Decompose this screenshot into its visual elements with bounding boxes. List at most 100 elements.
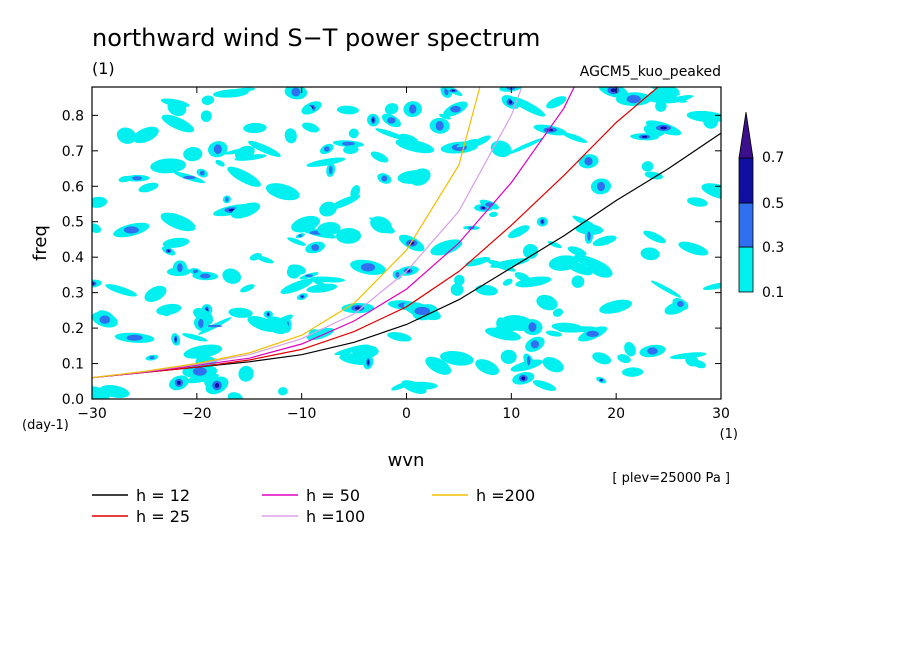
contour-patch — [348, 128, 359, 139]
x-tick-label: −10 — [287, 406, 317, 422]
series-line-4 — [92, 87, 481, 379]
x-tick-label: −30 — [77, 406, 107, 422]
contour-patch — [387, 117, 396, 124]
contour-patch — [370, 151, 389, 163]
contour-patch — [381, 175, 388, 182]
colorbar-arrow — [738, 111, 754, 159]
contour-patch — [622, 367, 644, 377]
contour-patch — [177, 263, 183, 273]
contour-patch — [177, 380, 181, 385]
contour-patch — [384, 103, 399, 115]
contour-patch — [201, 95, 215, 105]
legend-label-3: h =100 — [306, 507, 365, 526]
contour-patch — [527, 356, 531, 366]
contour-patch — [541, 220, 544, 224]
contour-patch — [328, 165, 333, 175]
contour-patch — [243, 122, 267, 134]
colorbar-box — [738, 246, 754, 293]
contour-patch — [225, 197, 229, 202]
contour-patch — [475, 359, 500, 376]
contour-patch — [182, 333, 208, 342]
contour-patch — [198, 318, 204, 328]
contour-patch — [409, 104, 417, 114]
contour-patch — [597, 181, 605, 192]
contour-patch — [291, 87, 301, 97]
contour-patch — [600, 379, 603, 381]
contour-patch — [301, 295, 304, 298]
contour-patch — [515, 276, 552, 288]
colorbar-box — [738, 202, 754, 248]
y-tick-label: 0.0 — [62, 392, 84, 408]
contour-patch — [212, 89, 249, 98]
contour-patch — [487, 259, 516, 272]
contour-patch — [572, 215, 600, 231]
x-tick-label: −20 — [182, 406, 212, 422]
y-tick-label: 0.7 — [62, 144, 84, 160]
contour-patch — [230, 202, 261, 219]
colorbar-label: 0.5 — [762, 196, 784, 212]
contour-patch — [510, 96, 546, 117]
contour-patch — [160, 212, 196, 232]
contour-patch — [105, 284, 138, 297]
contour-patch — [174, 337, 177, 342]
contour-patch — [335, 227, 362, 244]
contour-patch — [660, 126, 667, 130]
contour-patch — [562, 132, 588, 143]
contour-patch — [450, 105, 461, 113]
contour-patch — [617, 354, 631, 364]
contour-patch — [311, 244, 320, 251]
series-line-2 — [92, 87, 575, 379]
contour-patch — [655, 100, 667, 112]
contour-patch — [640, 247, 660, 261]
contour-patch — [183, 146, 203, 162]
contour-patch — [352, 344, 379, 359]
contour-patch — [565, 260, 593, 276]
contour-patch — [278, 387, 288, 396]
contour-patch — [160, 98, 190, 108]
contour-patch — [650, 280, 682, 298]
contour-patch — [238, 365, 254, 382]
contour-patch — [686, 110, 721, 123]
contour-patch — [409, 168, 431, 186]
series-lines — [92, 87, 721, 379]
x-axis-label: wvn — [388, 450, 425, 471]
contour-patch — [372, 118, 375, 122]
contour-patch — [123, 226, 139, 234]
contour-patch — [592, 352, 612, 365]
contour-patches — [92, 87, 721, 399]
plev-annotation: [ plev=25000 Pa ] — [612, 471, 730, 486]
contour-patch — [430, 239, 463, 256]
contour-patch — [234, 154, 267, 161]
legend-label-2: h = 50 — [306, 486, 360, 505]
contour-patch — [395, 138, 435, 154]
contour-patch — [641, 161, 654, 172]
contour-patch — [214, 383, 220, 388]
contour-patch — [669, 352, 707, 360]
contour-patch — [425, 356, 452, 375]
contour-patch — [309, 276, 346, 283]
contour-patch — [138, 182, 159, 193]
chart-subtitle-right: AGCM5_kuo_peaked — [580, 64, 721, 80]
contour-patch — [399, 133, 418, 142]
contour-patch — [227, 166, 261, 187]
y-axis-label: freq — [30, 225, 51, 261]
contour-patch — [530, 340, 540, 349]
contour-colorbar: 0.1 0.3 0.5 0.7 — [738, 111, 784, 301]
contour-patch — [489, 211, 498, 218]
contour-patch — [587, 231, 591, 241]
contour-patch — [573, 254, 611, 272]
contour-patch — [306, 283, 338, 293]
contour-patch — [610, 88, 617, 93]
contour-patch — [521, 376, 526, 381]
contour-patch — [303, 105, 313, 115]
contour-patch — [475, 284, 498, 296]
contour-patch — [508, 100, 513, 104]
contour-patch — [265, 316, 289, 335]
contour-patch — [291, 215, 321, 233]
contour-patch — [592, 235, 617, 247]
contour-patch — [227, 392, 243, 399]
y-tick-label: 0.6 — [62, 179, 84, 195]
y-tick-label: 0.1 — [62, 357, 84, 373]
contour-patch — [678, 241, 709, 256]
contour-patch — [249, 253, 262, 261]
